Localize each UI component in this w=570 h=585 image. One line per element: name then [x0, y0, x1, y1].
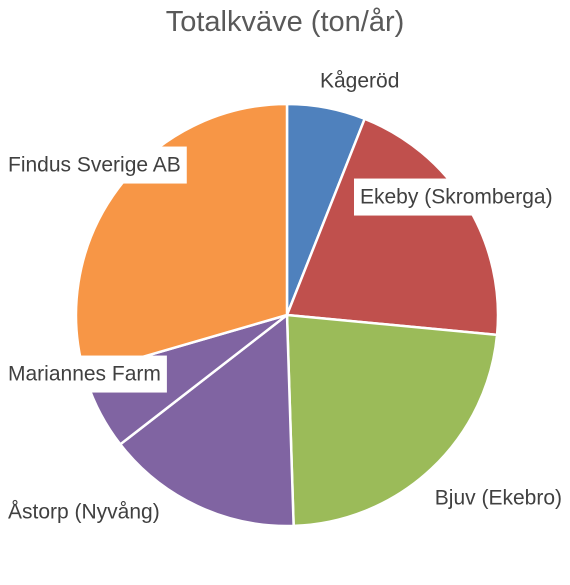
pie-slice — [119, 313, 295, 528]
slice-label: Ekeby (Skromberga) — [360, 186, 553, 209]
slice-label: Findus Sverige AB — [8, 154, 181, 177]
pie-slices — [74, 102, 500, 528]
slice-label-background — [354, 178, 559, 216]
pie-slice — [74, 102, 289, 376]
slice-label: Kågeröd — [320, 70, 399, 93]
slice-label: Mariannes Farm — [8, 363, 161, 386]
chart-title: Totalkväve (ton/år) — [165, 6, 405, 38]
slice-label-background — [2, 355, 167, 393]
pie-slice — [285, 313, 499, 528]
slice-label-background — [2, 146, 187, 184]
slice-label: Bjuv (Ekebro) — [435, 487, 562, 510]
slice-label: Åstorp (Nyvång) — [8, 501, 160, 524]
slice-labels: Kågeröd Ekeby (Skromberga) Bjuv (Ekebro) Ås… — [2, 70, 562, 524]
